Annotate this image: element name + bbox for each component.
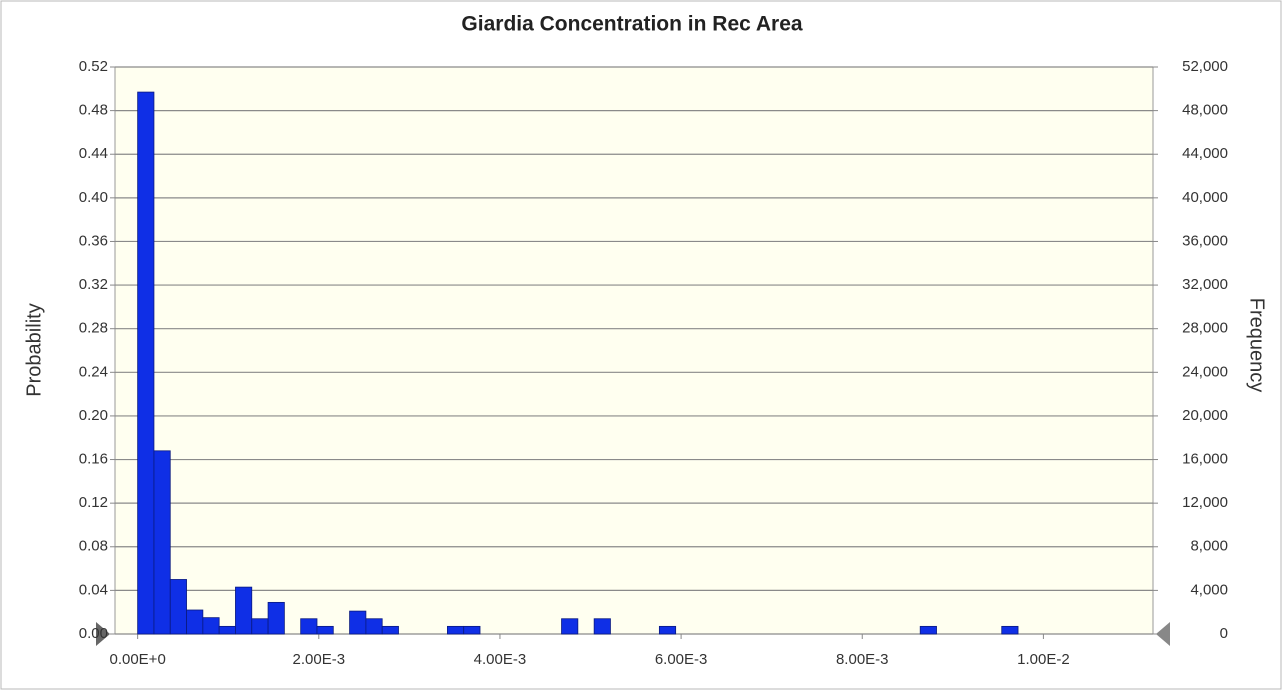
y-tick-label: 0.12: [79, 494, 108, 511]
y-tick-label: 0.44: [79, 145, 108, 162]
y2-tick-label: 32,000: [1182, 276, 1228, 293]
bar: [316, 625, 334, 635]
y2-tick-label: 20,000: [1182, 407, 1228, 424]
y-tick-label: 0.48: [79, 102, 108, 119]
right-marker: [1156, 622, 1170, 646]
y2-tick-label: 52,000: [1182, 58, 1228, 75]
bar: [1001, 625, 1019, 635]
bar: [365, 618, 383, 635]
bar: [169, 579, 187, 635]
x-tick-label: 0.00E+0: [109, 651, 165, 668]
x-tick-label: 4.00E-3: [474, 651, 527, 668]
y2-tick-label: 36,000: [1182, 232, 1228, 249]
bar: [381, 625, 399, 635]
bar: [137, 91, 155, 635]
y-tick-label: 0.24: [79, 363, 108, 380]
y2-tick-label: 12,000: [1182, 494, 1228, 511]
y2-tick-label: 4,000: [1190, 581, 1228, 598]
y2-tick-label: 0: [1220, 625, 1228, 642]
bar: [349, 610, 367, 635]
y2-axis-label: Frequency: [1246, 298, 1268, 393]
plot-area: [114, 66, 1154, 635]
bar: [202, 617, 220, 635]
y2-tick-label: 48,000: [1182, 102, 1228, 119]
y-tick-label: 0.04: [79, 581, 108, 598]
left-marker: [96, 622, 110, 646]
bar: [235, 586, 253, 635]
y2-tick-label: 44,000: [1182, 145, 1228, 162]
y2-tick-label: 28,000: [1182, 320, 1228, 337]
bar: [463, 625, 481, 635]
x-tick-label: 8.00E-3: [836, 651, 889, 668]
y-tick-label: 0.32: [79, 276, 108, 293]
y2-tick-label: 16,000: [1182, 451, 1228, 468]
y-tick-label: 0.00: [79, 625, 108, 642]
bar: [447, 625, 465, 635]
y-tick-label: 0.36: [79, 232, 108, 249]
chart-title: Giardia Concentration in Rec Area: [461, 13, 802, 36]
bar: [218, 625, 236, 635]
bar: [267, 601, 285, 635]
y2-tick-label: 24,000: [1182, 363, 1228, 380]
bar: [561, 618, 579, 635]
y2-tick-label: 8,000: [1190, 538, 1228, 555]
y-tick-label: 0.52: [79, 58, 108, 75]
x-tick-label: 1.00E-2: [1017, 651, 1070, 668]
bar: [300, 618, 318, 635]
y-tick-label: 0.08: [79, 538, 108, 555]
x-tick-label: 6.00E-3: [655, 651, 708, 668]
y-axis-label: Probability: [23, 303, 45, 396]
y-tick-label: 0.20: [79, 407, 108, 424]
bar: [153, 450, 171, 635]
y-tick-label: 0.28: [79, 320, 108, 337]
y-tick-label: 0.40: [79, 189, 108, 206]
x-tick-label: 2.00E-3: [293, 651, 346, 668]
y2-tick-label: 40,000: [1182, 189, 1228, 206]
y-tick-label: 0.16: [79, 451, 108, 468]
bar: [658, 625, 677, 635]
bar: [186, 609, 204, 635]
bar: [919, 625, 937, 635]
bar: [593, 618, 611, 635]
bar: [251, 618, 269, 635]
